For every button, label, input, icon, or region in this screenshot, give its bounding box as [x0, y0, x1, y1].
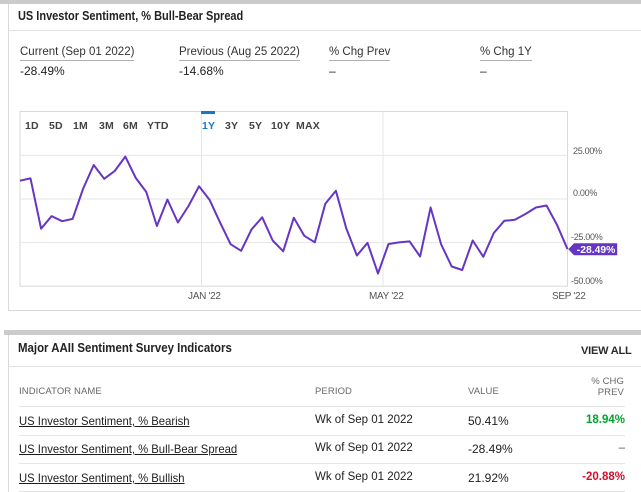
svg-text:-28.49%: -28.49% — [577, 245, 616, 256]
